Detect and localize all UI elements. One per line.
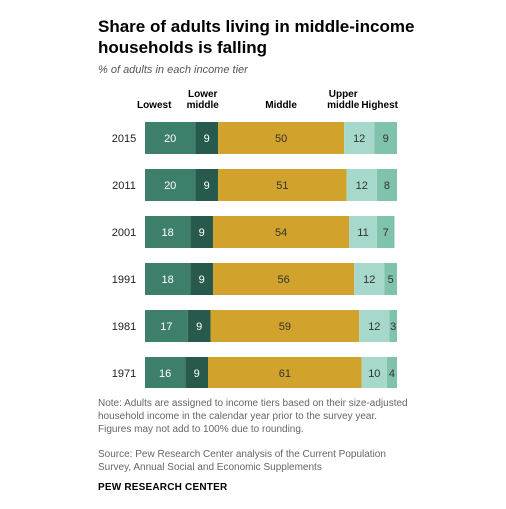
legend-label-highest: Highest bbox=[361, 100, 398, 111]
data-label: 56 bbox=[277, 274, 289, 286]
bar-segment-lowest bbox=[145, 357, 186, 388]
data-label: 18 bbox=[162, 227, 174, 239]
bar-segment-middle bbox=[208, 357, 362, 388]
bar-segment-middle bbox=[218, 169, 347, 201]
bar-segment-lower-middle bbox=[190, 216, 214, 248]
legend-label-lower-middle: Lower middle bbox=[187, 89, 220, 111]
bar-segment-highest bbox=[384, 263, 397, 295]
bar-segment-lower-middle bbox=[187, 310, 211, 342]
data-label: 8 bbox=[384, 180, 390, 192]
bar-segment-highest bbox=[376, 169, 397, 201]
legend-label-middle: Middle bbox=[265, 100, 297, 111]
bar-segment-middle bbox=[210, 310, 360, 342]
bar-segment-upper-middle bbox=[354, 263, 385, 295]
bar-segment-lowest bbox=[145, 122, 196, 154]
data-label: 9 bbox=[194, 368, 200, 380]
data-label: 5 bbox=[388, 274, 394, 286]
bar-segment-upper-middle bbox=[344, 122, 375, 154]
data-label: 9 bbox=[383, 133, 389, 145]
category-label: 2001 bbox=[112, 227, 136, 239]
stacked-bar-chart: Lowest Lower middle Middle Upper middle Highes… bbox=[112, 89, 399, 388]
bar-segment-middle bbox=[218, 122, 345, 154]
bar-segment-lower-middle bbox=[190, 263, 214, 295]
data-label: 20 bbox=[164, 180, 176, 192]
bar-segment-highest bbox=[386, 357, 397, 388]
data-label: 9 bbox=[196, 321, 202, 333]
data-label: 59 bbox=[279, 321, 291, 333]
chart-title: Share of adults living in middle-income … bbox=[98, 17, 415, 57]
bar-segment-upper-middle bbox=[346, 169, 377, 201]
bar-segment-upper-middle bbox=[359, 310, 390, 342]
chart-note: Note: Adults are assigned to income tier… bbox=[98, 398, 408, 435]
data-label: 3 bbox=[390, 321, 396, 333]
data-label: 11 bbox=[357, 227, 368, 239]
legend-label-upper-middle: Upper middle bbox=[327, 89, 360, 111]
data-label: 7 bbox=[383, 227, 389, 239]
data-label: 12 bbox=[363, 274, 375, 286]
data-label: 9 bbox=[199, 227, 205, 239]
data-label: 61 bbox=[279, 368, 291, 380]
data-label: 9 bbox=[199, 274, 205, 286]
bar-segment-lower-middle bbox=[195, 169, 219, 201]
bar-segment-highest bbox=[376, 216, 395, 248]
data-label: 10 bbox=[368, 368, 380, 380]
category-label: 1981 bbox=[112, 321, 136, 333]
data-label: 17 bbox=[160, 321, 172, 333]
bar-segment-middle bbox=[213, 216, 350, 248]
data-label: 20 bbox=[164, 133, 176, 145]
bar-segment-lowest bbox=[145, 169, 196, 201]
bar-segment-lowest bbox=[145, 310, 188, 342]
category-label: 2015 bbox=[112, 133, 136, 145]
data-label: 16 bbox=[159, 368, 171, 380]
data-label: 18 bbox=[162, 274, 174, 286]
category-label: 2011 bbox=[112, 180, 136, 192]
bar-segment-lowest bbox=[145, 263, 191, 295]
data-label: 12 bbox=[353, 133, 365, 145]
bar-segment-highest bbox=[389, 310, 397, 342]
bar-segment-upper-middle bbox=[361, 357, 387, 388]
legend-label-lowest: Lowest bbox=[137, 100, 172, 111]
bar-segment-upper-middle bbox=[349, 216, 377, 248]
data-label: 9 bbox=[204, 133, 210, 145]
data-label: 51 bbox=[276, 180, 288, 192]
data-label: 54 bbox=[275, 227, 287, 239]
bar-segment-lowest bbox=[145, 216, 191, 248]
category-label: 1991 bbox=[112, 274, 136, 286]
data-label: 12 bbox=[356, 180, 368, 192]
chart-source: Source: Pew Research Center analysis of … bbox=[98, 449, 386, 473]
data-label: 50 bbox=[275, 133, 287, 145]
category-label: 1971 bbox=[112, 368, 136, 380]
bar-segment-lower-middle bbox=[195, 122, 219, 154]
bar-segment-highest bbox=[374, 122, 397, 154]
brand-label: PEW RESEARCH CENTER bbox=[98, 482, 228, 493]
data-label: 12 bbox=[368, 321, 380, 333]
data-label: 4 bbox=[389, 368, 395, 380]
chart-subtitle: % of adults in each income tier bbox=[98, 64, 248, 76]
bar-segment-middle bbox=[213, 263, 355, 295]
bar-segment-lower-middle bbox=[185, 357, 208, 388]
data-label: 9 bbox=[204, 180, 210, 192]
